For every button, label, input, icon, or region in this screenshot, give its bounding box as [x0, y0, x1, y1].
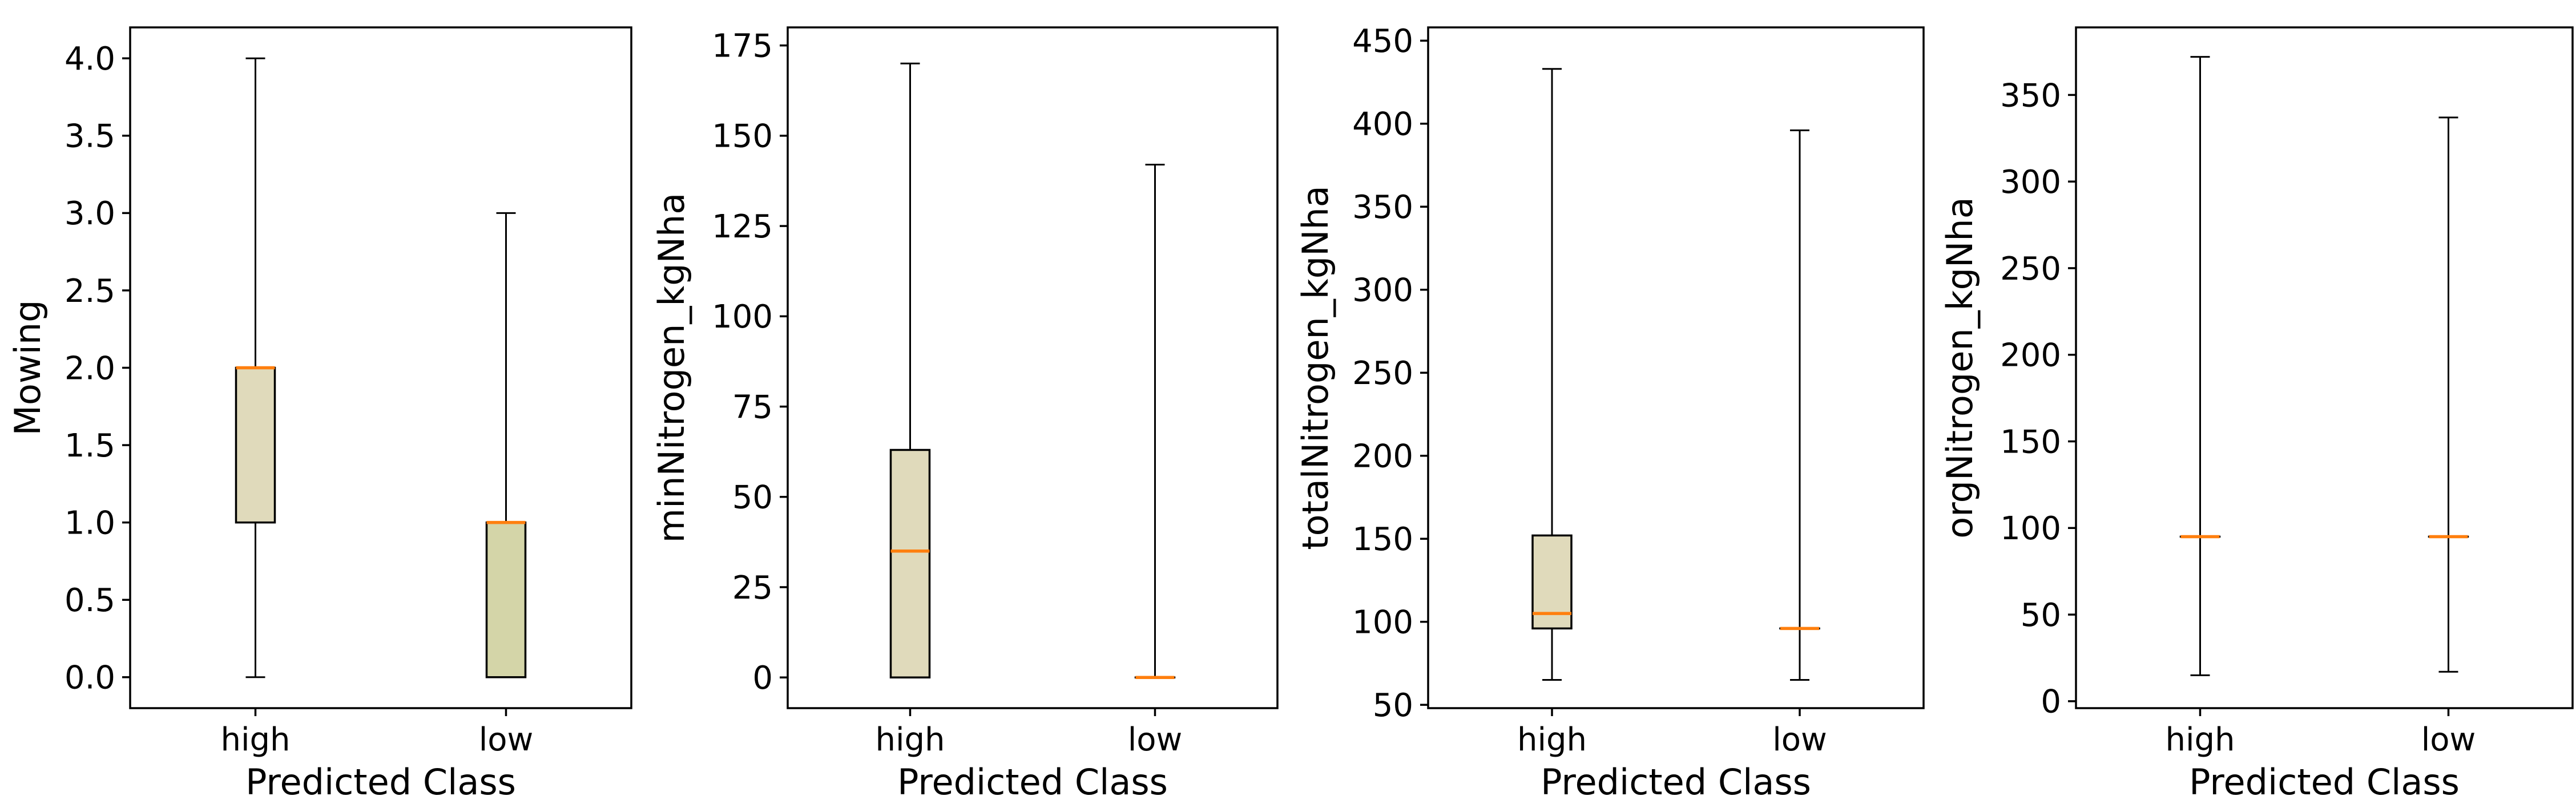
y-tick-label: 50: [1373, 687, 1413, 724]
plot-area: [130, 27, 631, 708]
y-tick-label: 300: [2000, 164, 2061, 201]
y-tick-label: 250: [1352, 355, 1413, 392]
boxplot-svg-totalNitrogen_kgNha: 50 100 150 200 250 300 350 400 450 high lowPredict…: [1295, 23, 1925, 803]
y-tick-label: 1.0: [64, 505, 115, 542]
y-tick-label: 0.5: [64, 582, 115, 619]
plot-area: [1428, 27, 1924, 708]
y-tick-label: 0: [2041, 684, 2061, 721]
y-tick-label: 150: [2000, 423, 2061, 460]
x-tick-label: high: [1517, 721, 1587, 758]
x-tick-label: low: [2421, 721, 2476, 758]
subplot-Mowing: 0.0 0.5 1.0 1.5 2.0 2.5 3.0 3.5 4.0 high low Predic…: [0, 0, 644, 808]
y-tick-label: 300: [1352, 272, 1413, 309]
y-tick-label: 400: [1352, 106, 1413, 143]
y-tick-label: 0.0: [64, 660, 115, 697]
y-tick-label: 100: [2000, 510, 2061, 547]
boxplot-svg-Mowing: 0.0 0.5 1.0 1.5 2.0 2.5 3.0 3.5 4.0 high lowPredic…: [7, 26, 632, 803]
y-tick-label: 450: [1352, 23, 1413, 60]
box-high: [889, 449, 931, 678]
y-tick-label: 125: [712, 208, 773, 245]
y-tick-label: 50: [732, 479, 773, 516]
y-tick-label: 75: [732, 389, 773, 426]
y-axis-label: totalNitrogen_kgNha: [1295, 185, 1336, 550]
subplot-minNitrogen_kgNha: 0 25 50 75 100 125 150 175 high low Predicted Clas…: [644, 0, 1288, 808]
x-axis-label: Predicted Class: [245, 761, 516, 803]
axes-spines: [787, 26, 1279, 709]
y-tick-label: 200: [1352, 438, 1413, 475]
y-tick-label: 350: [1352, 189, 1413, 226]
x-axis-label: Predicted Class: [897, 761, 1168, 803]
y-axis-label: minNitrogen_kgNha: [651, 193, 692, 543]
y-tick-label: 1.5: [64, 427, 115, 464]
y-tick-label: 25: [732, 569, 773, 607]
x-tick-label: high: [2165, 721, 2235, 758]
x-tick-label: low: [479, 721, 534, 758]
y-tick-label: 0: [752, 660, 773, 697]
y-tick-label: 2.0: [64, 350, 115, 387]
x-axis-label: Predicted Class: [2189, 761, 2460, 803]
x-tick-label: low: [1128, 721, 1183, 758]
y-tick-label: 3.5: [64, 118, 115, 155]
y-tick-label: 4.0: [64, 41, 115, 78]
y-tick-label: 350: [2000, 77, 2061, 114]
y-tick-label: 250: [2000, 251, 2061, 288]
y-tick-label: 3.0: [64, 195, 115, 232]
y-tick-label: 200: [2000, 337, 2061, 374]
x-tick-label: low: [1772, 721, 1827, 758]
subplot-totalNitrogen_kgNha: 50 100 150 200 250 300 350 400 450 high low Predict…: [1288, 0, 1932, 808]
axes-spines: [129, 26, 632, 709]
x-axis-label: Predicted Class: [1541, 761, 1811, 803]
y-axis-label: Mowing: [7, 300, 49, 435]
y-tick-label: 150: [1352, 521, 1413, 558]
y-tick-label: 100: [712, 298, 773, 336]
subplot-orgNitrogen_kgNha: 0 50 100 150 200 250 300 350 high low Predicted Cl…: [1932, 0, 2576, 808]
plot-area: [2076, 27, 2573, 708]
plot-area: [788, 27, 1277, 708]
y-tick-label: 175: [712, 28, 773, 65]
x-tick-label: high: [220, 721, 290, 758]
axes-spines: [2075, 26, 2574, 709]
x-tick-label: high: [875, 721, 945, 758]
y-tick-label: 150: [712, 118, 773, 155]
box-high: [235, 366, 276, 524]
axes-spines: [1427, 26, 1925, 709]
y-tick-label: 50: [2021, 597, 2061, 634]
y-axis-label: orgNitrogen_kgNha: [1939, 197, 1981, 538]
y-tick-label: 2.5: [64, 273, 115, 310]
box-low: [485, 521, 527, 678]
y-tick-label: 100: [1352, 604, 1413, 641]
